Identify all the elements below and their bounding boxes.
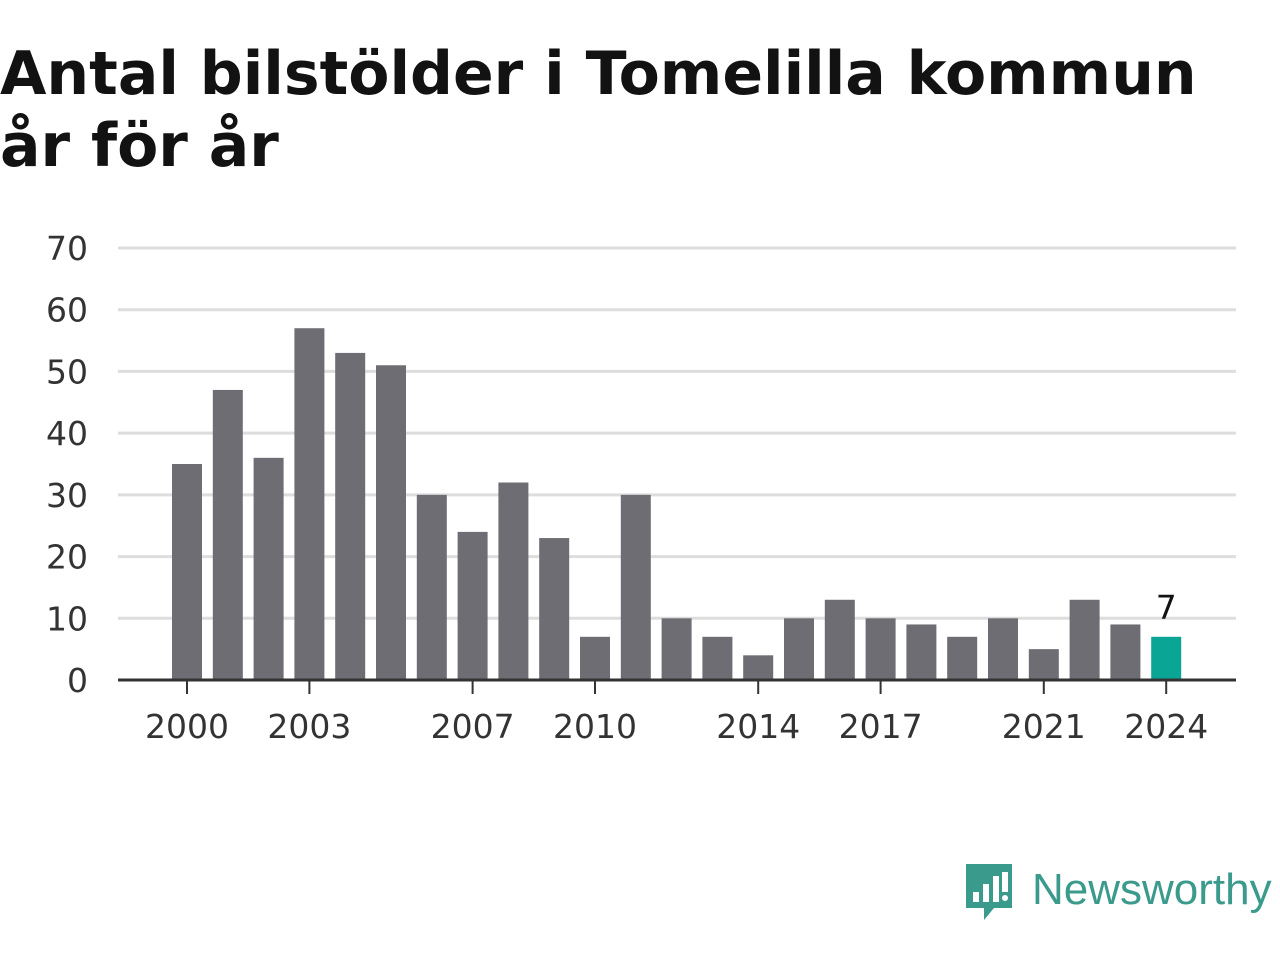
data-label-2024: 7	[1156, 588, 1177, 627]
x-axis	[118, 678, 1236, 694]
x-tick-label-2000: 2000	[145, 707, 229, 746]
bar-2011	[620, 494, 651, 680]
bar-2023	[1110, 624, 1141, 680]
bar-2003	[294, 328, 325, 680]
bar-2017	[865, 618, 896, 680]
bar-2020	[988, 618, 1018, 680]
bar-2009	[539, 538, 570, 680]
gridlines	[118, 246, 1236, 620]
chart-title: Antal bilstölder i Tomelilla kommun år f…	[0, 39, 1197, 181]
bar-2016	[824, 599, 855, 680]
bar-2001	[212, 389, 243, 680]
bar-2019	[947, 636, 978, 680]
bar-2000	[172, 464, 202, 680]
bar-2015	[784, 618, 814, 680]
y-tick-label-20: 20	[46, 538, 88, 577]
y-tick-label-0: 0	[67, 661, 88, 700]
x-tick-label-2017: 2017	[839, 707, 923, 746]
bar-2002	[253, 457, 284, 680]
bars	[172, 328, 1182, 680]
bar-2013	[702, 636, 733, 680]
x-tick-label-2014: 2014	[716, 707, 800, 746]
bar-2021	[1028, 649, 1059, 680]
bar-2008	[498, 482, 529, 680]
bar-2012	[661, 618, 692, 680]
y-tick-label-50: 50	[46, 352, 88, 391]
newsworthy-logo: Newsworthy	[964, 862, 1272, 926]
bar-2022	[1069, 599, 1100, 680]
bar-2024	[1151, 636, 1182, 680]
y-tick-label-10: 10	[46, 599, 88, 638]
bar-2006	[416, 494, 447, 680]
x-tick-label-2024: 2024	[1124, 707, 1208, 746]
x-tick-label-2003: 2003	[267, 707, 351, 746]
bar-2018	[906, 624, 937, 680]
y-axis-tick-labels: 0 10 20 30 40 50 60 70	[46, 229, 88, 700]
y-tick-label-70: 70	[46, 229, 88, 268]
x-axis-tick-labels: 2000 2003 2007 2010 2014 2017 2021 2024	[145, 707, 1208, 746]
x-tick-label-2021: 2021	[1002, 707, 1086, 746]
bar-2004	[335, 352, 366, 680]
x-tick-label-2010: 2010	[553, 707, 637, 746]
y-tick-label-30: 30	[46, 476, 88, 515]
x-tick-label-2007: 2007	[431, 707, 515, 746]
bar-2010	[580, 636, 610, 680]
y-tick-label-40: 40	[46, 414, 88, 453]
annotations: 7	[1156, 588, 1177, 627]
newsworthy-bar-chart-bubble-icon	[966, 864, 1012, 920]
y-tick-label-60: 60	[46, 291, 88, 330]
logo-text: Newsworthy	[1032, 865, 1272, 914]
bar-2005	[376, 365, 406, 680]
bar-2014	[743, 655, 774, 680]
bar-2007	[457, 531, 488, 680]
